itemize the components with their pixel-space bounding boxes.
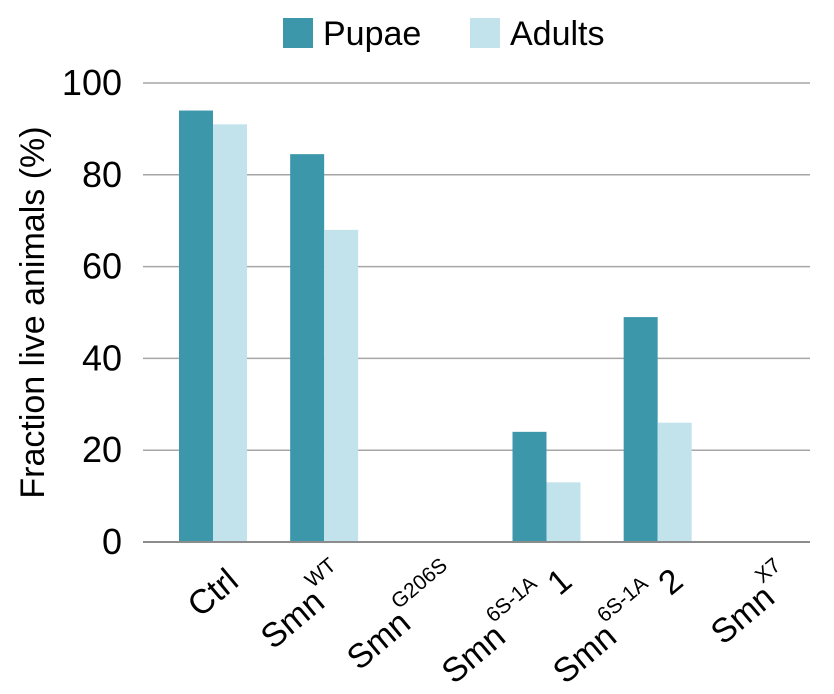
gridlines: [143, 82, 810, 451]
svg-text:SmnX7: SmnX7: [698, 554, 802, 652]
svg-text:SmnWT: SmnWT: [248, 554, 357, 657]
x-tick-label-base: Smn: [340, 603, 418, 677]
bars: [179, 110, 692, 542]
x-tick-label-superscript: G206S: [387, 554, 452, 614]
y-axis-ticks: 0 20 40 60 80 100: [62, 62, 122, 562]
bar-adults-4: [657, 422, 692, 542]
legend: Pupae Adults: [283, 15, 605, 53]
x-tick-label: SmnX7: [698, 554, 802, 652]
x-tick-label-base: Smn: [704, 578, 782, 652]
bar-adults-0: [213, 124, 247, 542]
bar-adults-1: [324, 229, 359, 542]
y-axis-title: Fraction live animals (%): [14, 126, 52, 498]
x-tick-label-base: Smn: [254, 582, 332, 656]
legend-label-pupae: Pupae: [323, 15, 421, 53]
bar-pupae-3: [512, 431, 547, 542]
y-tick-label: 100: [62, 62, 122, 103]
x-tick-label-suffix: 1: [533, 561, 579, 608]
x-tick-label-suffix: 2: [644, 561, 690, 608]
y-tick-label: 0: [102, 521, 122, 562]
x-tick-label-base: Ctrl: [181, 561, 246, 624]
legend-label-adults: Adults: [510, 15, 605, 53]
bar-pupae-4: [623, 317, 658, 542]
x-tick-label-base: Smn: [435, 617, 513, 691]
y-tick-label: 60: [82, 246, 122, 287]
legend-swatch-adults: [470, 18, 500, 48]
bar-pupae-1: [290, 154, 325, 542]
x-tick-label: SmnWT: [248, 554, 357, 657]
y-tick-label: 20: [82, 429, 122, 470]
bar-pupae-0: [179, 110, 213, 542]
y-tick-label: 40: [82, 337, 122, 378]
svg-text:Ctrl: Ctrl: [181, 561, 246, 624]
bar-adults-3: [546, 482, 581, 542]
legend-swatch-pupae: [283, 18, 313, 48]
x-tick-label-base: Smn: [546, 617, 624, 691]
x-tick-label: Ctrl: [181, 561, 246, 624]
y-tick-label: 80: [82, 154, 122, 195]
